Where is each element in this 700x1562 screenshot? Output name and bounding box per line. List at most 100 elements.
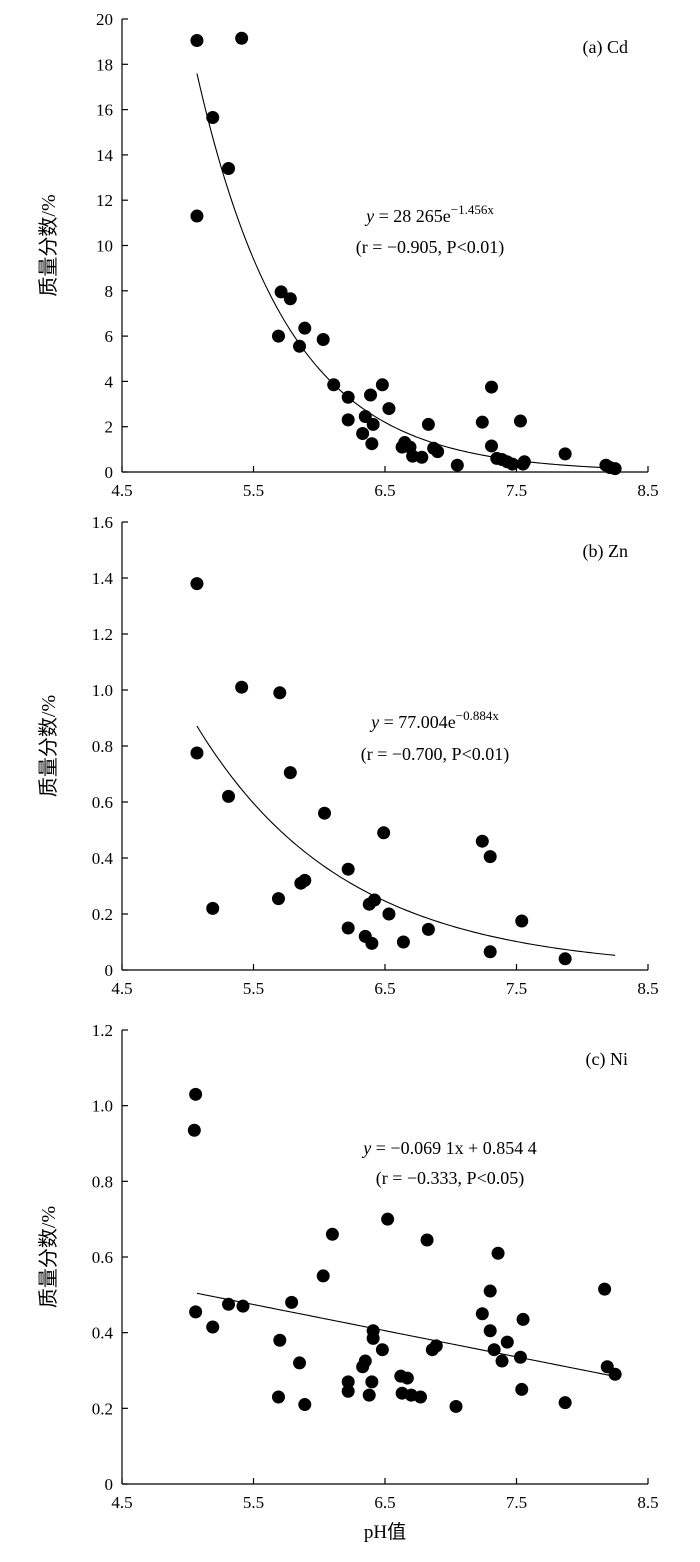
data-point bbox=[222, 789, 236, 803]
equation-body: = 77.004e bbox=[379, 712, 456, 732]
data-point bbox=[367, 893, 381, 907]
data-point bbox=[558, 1396, 572, 1410]
data-point bbox=[475, 834, 489, 848]
data-point bbox=[235, 31, 249, 45]
data-point bbox=[356, 426, 370, 440]
y-tick-label: 16 bbox=[96, 101, 113, 120]
data-point bbox=[598, 1282, 612, 1296]
panel-label: (b) Zn bbox=[583, 541, 628, 562]
data-point bbox=[517, 455, 531, 469]
data-point bbox=[316, 332, 330, 346]
data-point bbox=[558, 952, 572, 966]
data-point bbox=[327, 378, 341, 392]
fit-curve bbox=[196, 725, 616, 956]
panel-1: 0 2 4 6 8 10 12 14 16 18 20 4.5 5.5 6.5 7.5 8.5 质量分数/% (a… bbox=[37, 10, 659, 500]
y-tick-label: 0.4 bbox=[92, 1324, 114, 1343]
x-tick-label: 4.5 bbox=[111, 1493, 132, 1512]
data-point bbox=[506, 457, 520, 471]
x-tick-label: 8.5 bbox=[637, 1493, 658, 1512]
data-point bbox=[341, 413, 355, 427]
data-point bbox=[415, 450, 429, 464]
x-tick-label: 8.5 bbox=[637, 979, 658, 998]
data-point bbox=[491, 1246, 505, 1260]
data-point bbox=[513, 414, 527, 428]
data-point bbox=[341, 921, 355, 935]
data-point bbox=[325, 1227, 339, 1241]
data-point bbox=[382, 907, 396, 921]
x-tick-label: 7.5 bbox=[506, 481, 527, 500]
y-tick-label: 12 bbox=[96, 191, 113, 210]
data-point bbox=[421, 922, 435, 936]
data-point bbox=[366, 417, 380, 431]
data-point bbox=[495, 1354, 509, 1368]
fit-equation: y = 77.004e−0.884x bbox=[369, 708, 499, 732]
y-tick-label: 1.0 bbox=[92, 681, 113, 700]
data-point bbox=[190, 209, 204, 223]
fit-statistics: (r = −0.333, P<0.05) bbox=[376, 1168, 524, 1189]
y-tick-label: 0.6 bbox=[92, 1248, 113, 1267]
data-point bbox=[420, 1233, 434, 1247]
equation-body: = −0.069 1x + 0.854 4 bbox=[371, 1138, 536, 1158]
data-point bbox=[483, 1324, 497, 1338]
data-point bbox=[341, 1384, 355, 1398]
equation-variable: y bbox=[364, 206, 374, 226]
data-point bbox=[271, 892, 285, 906]
data-point bbox=[298, 1398, 312, 1412]
data-point bbox=[358, 410, 372, 424]
fit-statistics: (r = −0.700, P<0.01) bbox=[361, 744, 509, 765]
y-tick-label: 2 bbox=[105, 418, 114, 437]
y-tick-label: 4 bbox=[105, 372, 114, 391]
data-point bbox=[475, 415, 489, 429]
data-point bbox=[283, 292, 297, 306]
data-point bbox=[189, 1305, 203, 1319]
data-point bbox=[293, 339, 307, 353]
y-tick-label: 1.4 bbox=[92, 569, 114, 588]
panel-2: 0 0.2 0.4 0.6 0.8 1.0 1.2 1.4 1.6 4.5 5.5 6.5 7.5 8.5… bbox=[37, 513, 659, 998]
data-point bbox=[382, 402, 396, 416]
data-point bbox=[316, 1269, 330, 1283]
fit-equation: y = 28 265e−1.456x bbox=[364, 202, 494, 226]
y-tick-label: 0.8 bbox=[92, 1172, 113, 1191]
y-axis-label: 质量分数/% bbox=[37, 695, 60, 797]
data-point bbox=[362, 1388, 376, 1402]
data-point bbox=[396, 935, 410, 949]
equation-exponent: −1.456x bbox=[451, 202, 495, 217]
equation-variable: y bbox=[361, 1138, 371, 1158]
data-point bbox=[206, 1320, 220, 1334]
y-tick-label: 0.4 bbox=[92, 849, 114, 868]
data-point bbox=[450, 458, 464, 472]
x-tick-label: 5.5 bbox=[243, 481, 264, 500]
data-point bbox=[400, 1371, 414, 1385]
data-point bbox=[375, 1343, 389, 1357]
y-axis-label: 质量分数/% bbox=[37, 194, 60, 296]
fit-statistics: (r = −0.905, P<0.01) bbox=[356, 237, 504, 258]
data-point bbox=[271, 329, 285, 343]
panel-3: 0 0.2 0.4 0.6 0.8 1.0 1.2 4.5 5.5 6.5 7.5 8.5 质量分数/%… bbox=[37, 1021, 659, 1543]
x-tick-label: 5.5 bbox=[243, 1493, 264, 1512]
y-tick-label: 0.2 bbox=[92, 1399, 113, 1418]
fit-curve bbox=[196, 1292, 616, 1377]
fit-curve bbox=[196, 73, 616, 469]
data-point bbox=[273, 1333, 287, 1347]
x-tick-label: 7.5 bbox=[506, 979, 527, 998]
panel-label: (a) Cd bbox=[583, 37, 628, 58]
x-tick-label: 4.5 bbox=[111, 979, 132, 998]
data-point bbox=[515, 914, 529, 928]
x-tick-label: 6.5 bbox=[374, 1493, 395, 1512]
data-point bbox=[206, 111, 220, 125]
y-tick-label: 0 bbox=[105, 463, 114, 482]
data-point bbox=[189, 1087, 203, 1101]
y-tick-label: 0 bbox=[105, 961, 114, 980]
data-point bbox=[358, 1354, 372, 1368]
data-point bbox=[235, 680, 249, 694]
data-point bbox=[485, 439, 499, 453]
data-point bbox=[190, 746, 204, 760]
y-tick-label: 1.2 bbox=[92, 625, 113, 644]
y-tick-label: 0.2 bbox=[92, 905, 113, 924]
data-point bbox=[341, 1375, 355, 1389]
data-point bbox=[365, 1375, 379, 1389]
data-point bbox=[449, 1399, 463, 1413]
data-point bbox=[366, 1331, 380, 1345]
equation-variable: y bbox=[369, 712, 379, 732]
